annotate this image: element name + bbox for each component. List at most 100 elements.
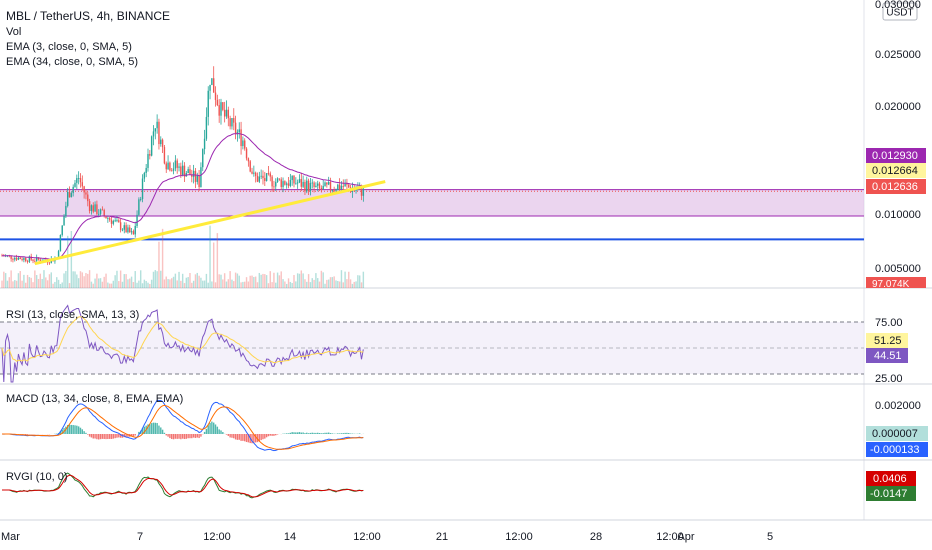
volume-bar bbox=[8, 277, 11, 288]
macd-histogram-bar bbox=[291, 432, 293, 434]
candle-body bbox=[251, 171, 253, 174]
candle-body bbox=[68, 192, 71, 198]
candle-body bbox=[189, 169, 191, 175]
indicator-ema-fast[interactable]: EMA (3, close, 0, SMA, 5) bbox=[6, 41, 132, 53]
volume-bar bbox=[198, 275, 200, 288]
volume-bar bbox=[32, 282, 34, 288]
macd-histogram-bar bbox=[150, 423, 153, 434]
candle-body bbox=[165, 163, 167, 170]
volume-bar bbox=[107, 282, 109, 288]
candle-body bbox=[17, 257, 20, 260]
indicator-vol[interactable]: Vol bbox=[6, 26, 21, 38]
indicator-ema-slow[interactable]: EMA (34, close, 0, SMA, 5) bbox=[6, 56, 138, 68]
macd-histogram-bar bbox=[76, 425, 78, 434]
volume-bar bbox=[160, 270, 162, 288]
last-price-label-bg bbox=[866, 179, 926, 194]
volume-bar bbox=[298, 273, 301, 288]
volume-bar bbox=[181, 273, 184, 288]
candle-body bbox=[306, 180, 308, 192]
volume-bar bbox=[212, 242, 215, 288]
candle-body bbox=[129, 227, 131, 233]
candle-body bbox=[103, 210, 105, 216]
macd-histogram-bar bbox=[289, 432, 292, 434]
candle-body bbox=[267, 173, 270, 174]
macd-histogram-bar bbox=[87, 434, 89, 435]
rvgi-title[interactable]: RVGI (10, 0) bbox=[6, 471, 68, 483]
volume-bar bbox=[333, 276, 335, 288]
volume-bar bbox=[154, 270, 157, 288]
candle-body bbox=[87, 194, 89, 202]
macd-histogram-bar bbox=[234, 434, 237, 440]
volume-bar bbox=[192, 280, 195, 288]
candle-body bbox=[119, 222, 122, 230]
candle-body bbox=[205, 116, 208, 139]
candle-body bbox=[225, 109, 228, 117]
candle-body bbox=[57, 251, 60, 259]
time-tick: 7 bbox=[137, 531, 143, 543]
rsi-title[interactable]: RSI (13, close, SMA, 13, 3) bbox=[6, 309, 139, 321]
macd-title[interactable]: MACD (13, 34, close, 8, EMA, EMA) bbox=[6, 393, 183, 405]
candle-body bbox=[194, 170, 197, 182]
candle-body bbox=[222, 102, 224, 110]
macd-histogram-bar bbox=[203, 431, 206, 434]
macd-histogram-bar bbox=[256, 434, 259, 443]
macd-histogram-bar bbox=[103, 434, 105, 439]
macd-histogram-bar bbox=[298, 432, 301, 434]
time-tick: 5 bbox=[767, 531, 773, 543]
candle-body bbox=[26, 261, 29, 262]
volume-bar bbox=[291, 283, 293, 288]
candle-body bbox=[265, 173, 268, 181]
volume-bar bbox=[63, 273, 65, 288]
volume-bar bbox=[278, 275, 281, 288]
macd-histogram-bar bbox=[187, 434, 189, 439]
time-tick: 12:00 bbox=[203, 531, 231, 543]
volume-bar bbox=[163, 279, 166, 288]
volume-bar bbox=[34, 270, 36, 288]
volume-bar bbox=[273, 272, 275, 288]
candle-body bbox=[315, 185, 317, 187]
macd-histogram-bar bbox=[222, 432, 224, 434]
volume-bar bbox=[306, 281, 308, 288]
candle-body bbox=[105, 215, 107, 219]
candle-body bbox=[202, 149, 204, 168]
macd-tick: 0.002000 bbox=[875, 400, 921, 412]
volume-bar bbox=[317, 278, 319, 288]
volume-bar bbox=[23, 274, 25, 288]
candle-body bbox=[70, 193, 73, 198]
macd-histogram-bar bbox=[238, 434, 240, 440]
macd-histogram-bar bbox=[358, 433, 361, 434]
macd-histogram-bar bbox=[185, 434, 188, 439]
candle-body bbox=[253, 172, 255, 174]
volume-bar bbox=[147, 282, 149, 288]
macd-histogram-bar bbox=[181, 434, 184, 439]
currency-button-label[interactable]: USDT bbox=[886, 8, 913, 19]
macd-hist-label-bg bbox=[866, 426, 928, 441]
time-tick: 12:00 bbox=[505, 531, 533, 543]
candle-body bbox=[214, 92, 217, 100]
candle-body bbox=[275, 181, 277, 187]
macd-histogram-bar bbox=[77, 426, 80, 434]
volume-bar bbox=[196, 272, 198, 288]
volume-label-bg bbox=[866, 277, 926, 288]
currency-button[interactable] bbox=[882, 2, 918, 21]
volume-bar bbox=[52, 283, 54, 288]
candle-body bbox=[216, 99, 219, 106]
candle-body bbox=[335, 190, 337, 191]
macd-histogram-bar bbox=[183, 434, 186, 440]
volume-bar bbox=[340, 270, 343, 288]
time-tick: Mar bbox=[1, 531, 20, 543]
volume-bar bbox=[264, 274, 266, 288]
volume-bar bbox=[307, 274, 310, 288]
candle-body bbox=[317, 183, 319, 186]
candle-body bbox=[149, 154, 151, 156]
candle-body bbox=[244, 140, 246, 149]
candle-body bbox=[311, 182, 313, 184]
volume-bar bbox=[158, 241, 160, 288]
candle-body bbox=[85, 192, 87, 195]
candle-body bbox=[101, 209, 104, 211]
candle-body bbox=[123, 225, 125, 230]
macd-histogram-bar bbox=[296, 432, 299, 434]
macd-histogram-bar bbox=[344, 432, 346, 434]
candle-body bbox=[198, 175, 200, 188]
